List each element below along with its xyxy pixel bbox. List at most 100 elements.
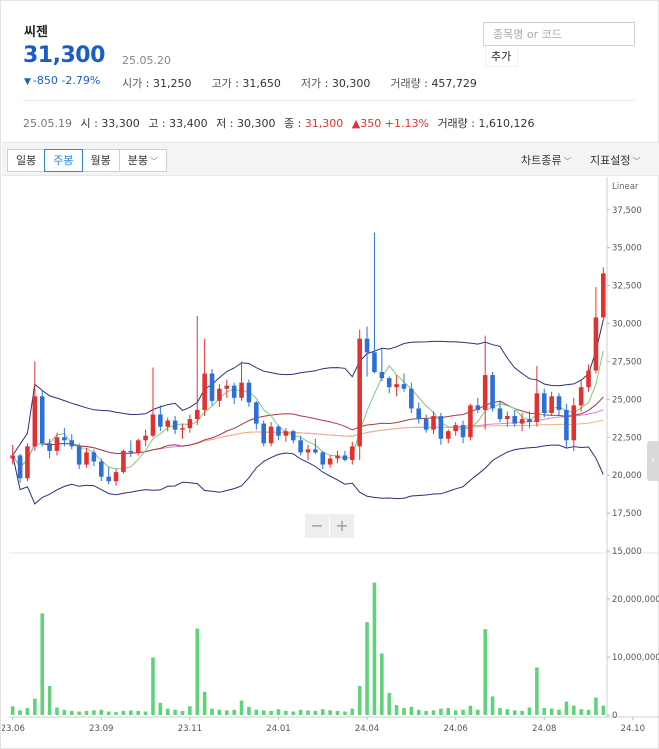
candle-body bbox=[54, 437, 60, 451]
volume-bar bbox=[468, 705, 473, 715]
volume-bar bbox=[350, 708, 355, 715]
volume-bar bbox=[505, 709, 510, 715]
chevron-down-icon: ﹀ bbox=[563, 157, 572, 166]
candle-body bbox=[342, 455, 348, 460]
volume-bar bbox=[247, 706, 251, 715]
volume-bar bbox=[549, 708, 554, 715]
volume-bar bbox=[143, 711, 148, 715]
chevron-down-icon: ﹀ bbox=[150, 157, 158, 166]
candle-body bbox=[254, 402, 259, 424]
volume-bar bbox=[476, 709, 480, 715]
candle-body bbox=[320, 452, 326, 465]
candle-body bbox=[497, 408, 503, 420]
candle-body bbox=[180, 428, 185, 430]
volume-bar bbox=[18, 710, 22, 715]
indicator-settings-dropdown[interactable]: 지표설정 ﹀ bbox=[590, 154, 641, 167]
volume-bar bbox=[357, 685, 362, 715]
price-tick-label: 22,500 bbox=[612, 433, 642, 443]
time-tick-label: 23.09 bbox=[89, 724, 113, 734]
volume-bar bbox=[416, 709, 421, 715]
volume-bar bbox=[571, 705, 576, 715]
candle-body bbox=[106, 476, 111, 482]
add-button[interactable]: 추가 bbox=[485, 47, 519, 67]
candle-body bbox=[194, 409, 200, 420]
time-tick-label: 23.11 bbox=[178, 724, 202, 734]
volume-bar bbox=[387, 692, 391, 715]
zoom-controls: − + bbox=[305, 514, 355, 538]
candle-body bbox=[379, 372, 385, 379]
volume-bar bbox=[439, 708, 443, 715]
candle-body bbox=[549, 396, 554, 413]
volume-bar bbox=[557, 709, 561, 715]
candle-body bbox=[475, 405, 481, 410]
down-triangle-icon: ▼ bbox=[24, 77, 31, 87]
volume-bar bbox=[92, 710, 96, 715]
candle-body bbox=[261, 423, 266, 444]
previous-change: ▲350 +1.13% bbox=[351, 117, 429, 130]
volume-bar bbox=[25, 708, 30, 715]
chart-type-dropdown[interactable]: 차트종류 ﹀ bbox=[521, 154, 572, 167]
period-daily-button[interactable]: 일봉 bbox=[7, 149, 46, 172]
candle-body bbox=[290, 431, 296, 441]
volume-bar bbox=[594, 697, 598, 715]
volume-bar bbox=[483, 629, 487, 715]
volume-bar bbox=[121, 710, 126, 715]
stock-search-input[interactable] bbox=[484, 23, 634, 45]
volume-bar bbox=[114, 712, 118, 715]
price-date: 25.05.20 bbox=[122, 54, 171, 67]
time-tick-label: 24.10 bbox=[621, 724, 645, 734]
volume-tick-label: 20,000,000 bbox=[612, 595, 659, 605]
candle-body bbox=[76, 446, 82, 465]
candle-body bbox=[364, 338, 370, 353]
volume-bar bbox=[306, 710, 310, 715]
volume-bar bbox=[225, 710, 229, 715]
previous-open: 시 : 33,300 bbox=[80, 117, 140, 130]
candle-body bbox=[276, 426, 281, 436]
candle-body bbox=[143, 435, 148, 441]
volume-bar bbox=[269, 710, 273, 715]
today-stat: 저가 : 30,300 bbox=[300, 77, 371, 90]
candle-body bbox=[25, 446, 30, 479]
chevron-left-icon: ‹ bbox=[651, 455, 655, 466]
volume-bar bbox=[77, 711, 81, 715]
volume-bar bbox=[520, 710, 524, 715]
volume-bar bbox=[298, 709, 303, 715]
volume-tick-label: 0 bbox=[612, 711, 617, 721]
candle-body bbox=[268, 426, 274, 444]
candle-body bbox=[445, 431, 451, 439]
candle-body bbox=[98, 461, 104, 477]
stock-search-box[interactable] bbox=[483, 22, 635, 46]
volume-bar bbox=[10, 706, 15, 715]
previous-close: 종 : 31,300 bbox=[283, 117, 344, 130]
candle-body bbox=[283, 431, 289, 436]
candle-body bbox=[394, 384, 399, 388]
moving-average-longest-line bbox=[189, 419, 604, 446]
chart-area[interactable]: Linear 37,500 35,000 32,500 30,000 27,500 25,0… bbox=[1, 177, 659, 749]
candle-body bbox=[187, 419, 193, 429]
time-tick-label: 24.01 bbox=[266, 724, 290, 734]
period-minute-button[interactable]: 분봉 ﹀ bbox=[118, 149, 167, 172]
volume-bar bbox=[365, 622, 369, 715]
volume-bar bbox=[328, 710, 332, 715]
volume-bar bbox=[188, 706, 192, 715]
candle-body bbox=[357, 338, 362, 447]
volume-bar bbox=[284, 710, 288, 715]
zoom-out-button[interactable]: − bbox=[305, 514, 330, 538]
volume-bar bbox=[40, 613, 45, 715]
period-weekly-button[interactable]: 주봉 bbox=[44, 149, 83, 172]
volume-bar bbox=[217, 709, 222, 715]
candle-body bbox=[202, 373, 207, 410]
volume-bar bbox=[512, 710, 517, 715]
previous-volume: 거래량 : 1,610,126 bbox=[437, 117, 535, 130]
candle-body bbox=[571, 405, 577, 441]
zoom-in-button[interactable]: + bbox=[330, 514, 355, 538]
volume-bar bbox=[210, 708, 214, 715]
side-panel-toggle[interactable]: ‹ bbox=[647, 441, 659, 481]
volume-bar bbox=[490, 696, 495, 715]
candle-body bbox=[91, 452, 97, 462]
price-volume-chart[interactable]: Linear 37,500 35,000 32,500 30,000 27,500 25,0… bbox=[1, 177, 659, 749]
candle-body bbox=[541, 393, 547, 413]
period-monthly-button[interactable]: 월봉 bbox=[81, 149, 120, 172]
volume-bar bbox=[84, 710, 89, 715]
price-tick-label: 25,000 bbox=[612, 395, 642, 405]
